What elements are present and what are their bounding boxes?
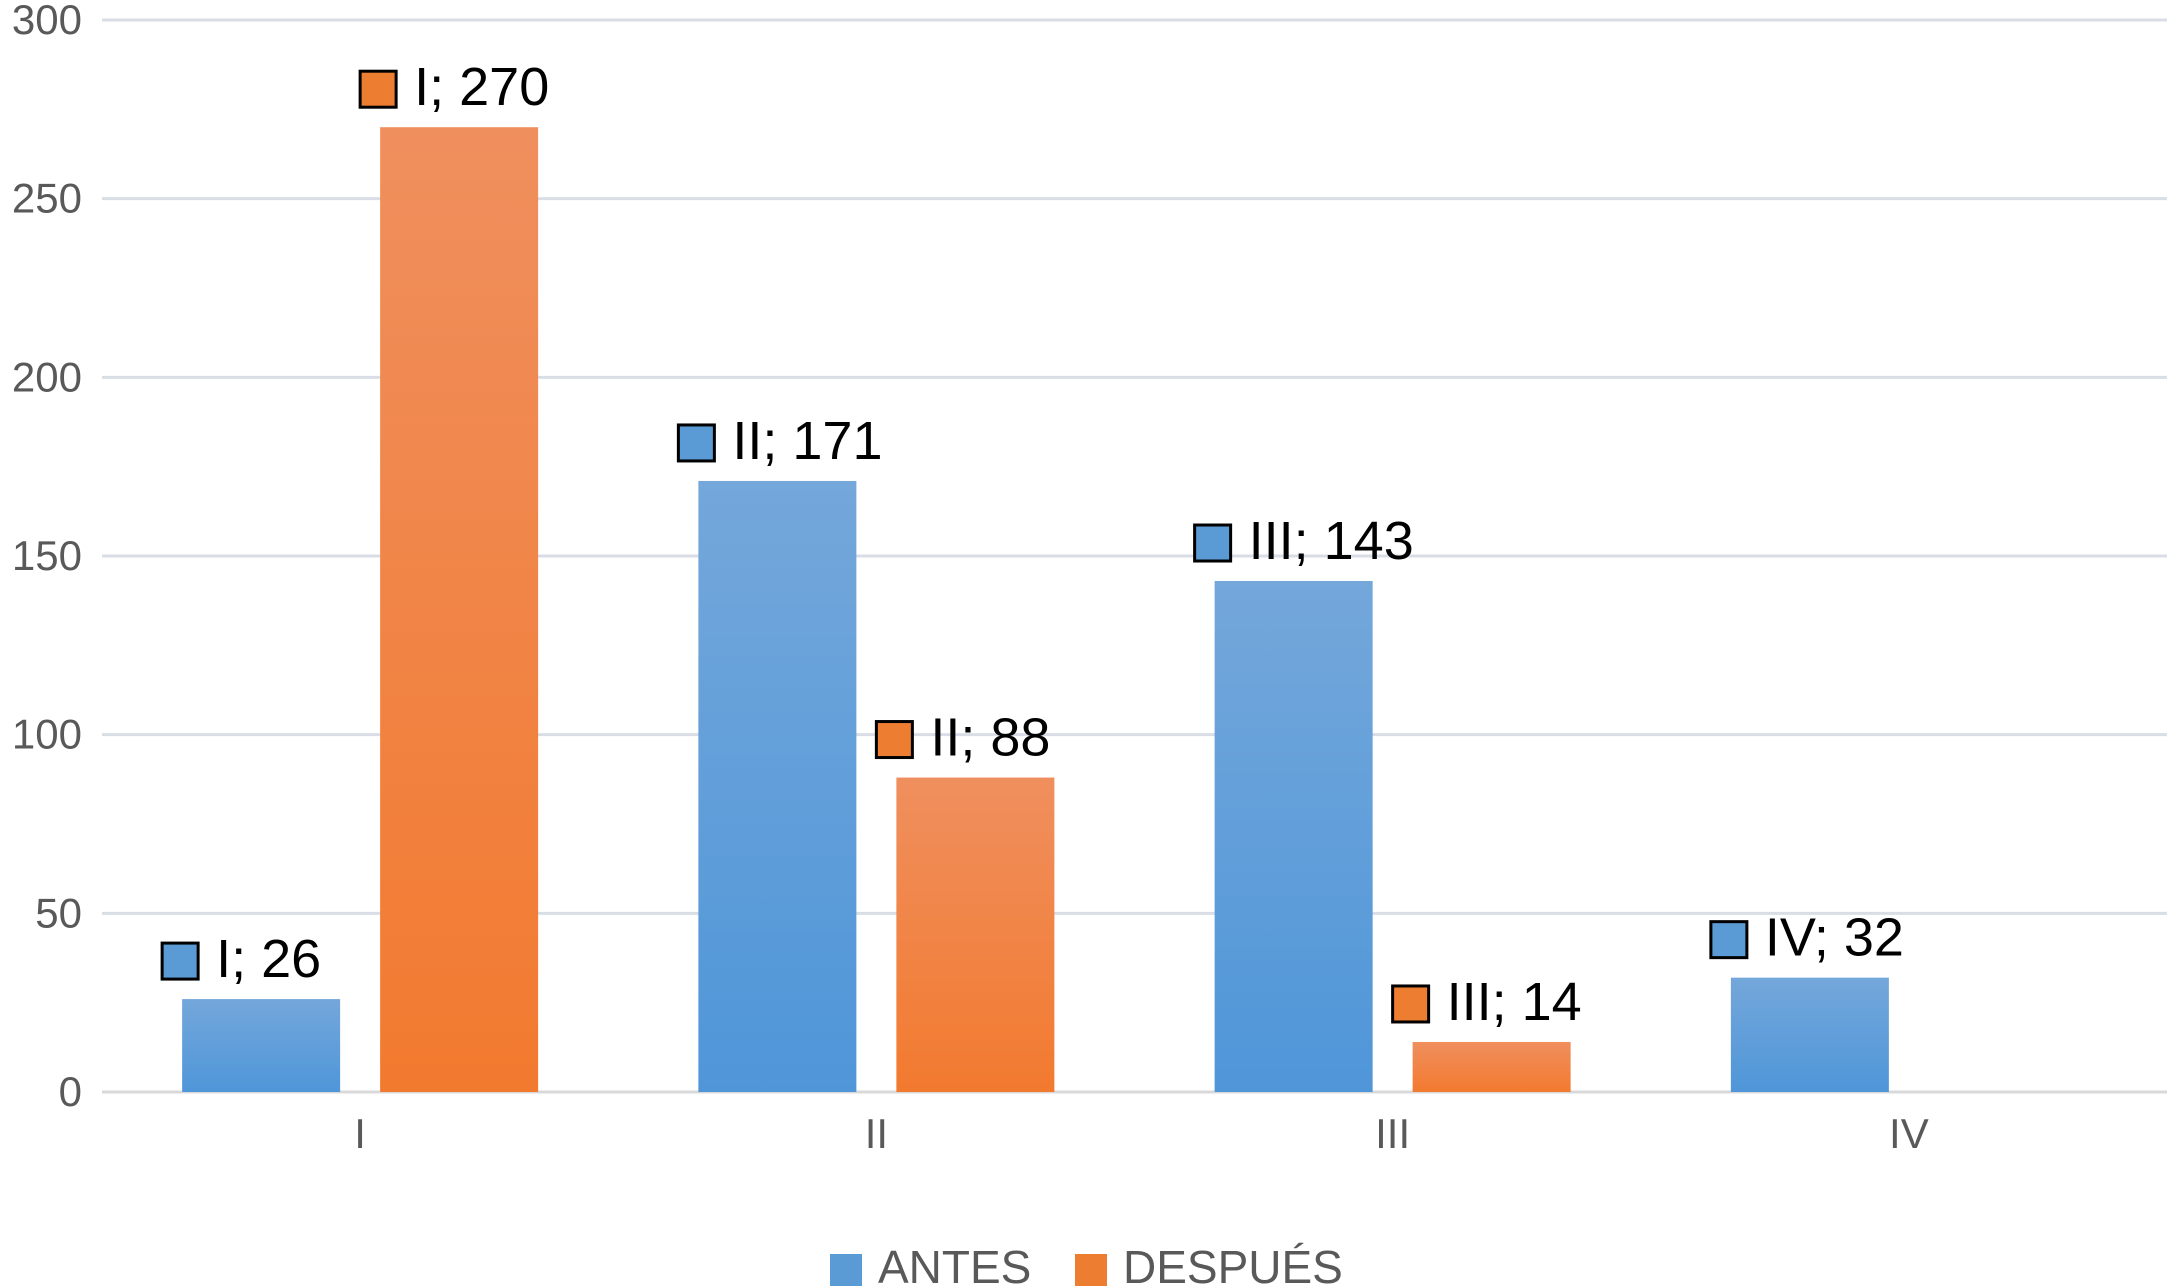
data-label-key xyxy=(676,423,716,463)
data-label-key xyxy=(358,69,398,109)
data-label-key xyxy=(1709,920,1749,960)
data-label-text: III; 143 xyxy=(1249,511,1414,571)
y-tick-label: 150 xyxy=(12,532,82,579)
y-tick-label: 0 xyxy=(59,1068,82,1115)
legend-swatch xyxy=(830,1254,862,1286)
data-label-text: IV; 32 xyxy=(1765,908,1904,968)
data-label-antes-i: I; 26 xyxy=(160,929,321,989)
data-label-key xyxy=(874,720,914,760)
data-label-text: I; 26 xyxy=(216,929,321,989)
data-label-text: I; 270 xyxy=(414,57,549,117)
data-labels: I; 26 I; 270 II; 171 II; 88 III; 143 III; 14 I… xyxy=(160,57,1904,1032)
bar-antes-i xyxy=(182,999,341,1092)
y-axis: 0 50 100 150 200 250 300 xyxy=(12,0,82,1115)
plot-area xyxy=(182,127,1889,1093)
y-tick-label: 50 xyxy=(35,889,82,936)
x-tick-label: I xyxy=(354,1110,366,1157)
bar-antes-ii xyxy=(698,480,857,1093)
data-label-text: II; 88 xyxy=(930,708,1050,768)
data-label-key xyxy=(1391,984,1431,1024)
y-tick-label: 250 xyxy=(12,175,82,222)
x-tick-label: IV xyxy=(1889,1110,1929,1157)
legend-item-despues: DESPUÉS xyxy=(1075,1241,1343,1288)
data-label-antes-ii: II; 171 xyxy=(676,411,882,471)
legend-label: DESPUÉS xyxy=(1123,1241,1343,1288)
data-label-text: II; 171 xyxy=(732,411,882,471)
y-tick-label: 100 xyxy=(12,711,82,758)
bar-antes-iii xyxy=(1214,581,1373,1092)
data-label-despues-ii: II; 88 xyxy=(874,708,1050,768)
bar-despues-iii xyxy=(1412,1041,1571,1092)
legend: ANTES DESPUÉS xyxy=(830,1241,1343,1288)
legend-label: ANTES xyxy=(878,1241,1031,1288)
bar-antes-iv xyxy=(1730,977,1889,1092)
data-label-key xyxy=(160,941,200,981)
data-label-despues-iii: III; 14 xyxy=(1391,972,1582,1032)
y-tick-label: 300 xyxy=(12,0,82,43)
data-label-antes-iii: III; 143 xyxy=(1193,511,1414,571)
x-tick-label: II xyxy=(865,1110,888,1157)
bar-despues-i xyxy=(380,127,539,1092)
y-tick-label: 200 xyxy=(12,353,82,400)
data-label-key xyxy=(1193,523,1233,563)
data-label-despues-i: I; 270 xyxy=(358,57,549,117)
bar-despues-ii xyxy=(896,777,1055,1092)
x-axis: I II III IV xyxy=(354,1110,1928,1157)
x-tick-label: III xyxy=(1375,1110,1410,1157)
legend-swatch xyxy=(1075,1254,1107,1286)
legend-item-antes: ANTES xyxy=(830,1241,1031,1288)
data-label-text: III; 14 xyxy=(1447,972,1582,1032)
data-label-antes-iv: IV; 32 xyxy=(1709,908,1904,968)
